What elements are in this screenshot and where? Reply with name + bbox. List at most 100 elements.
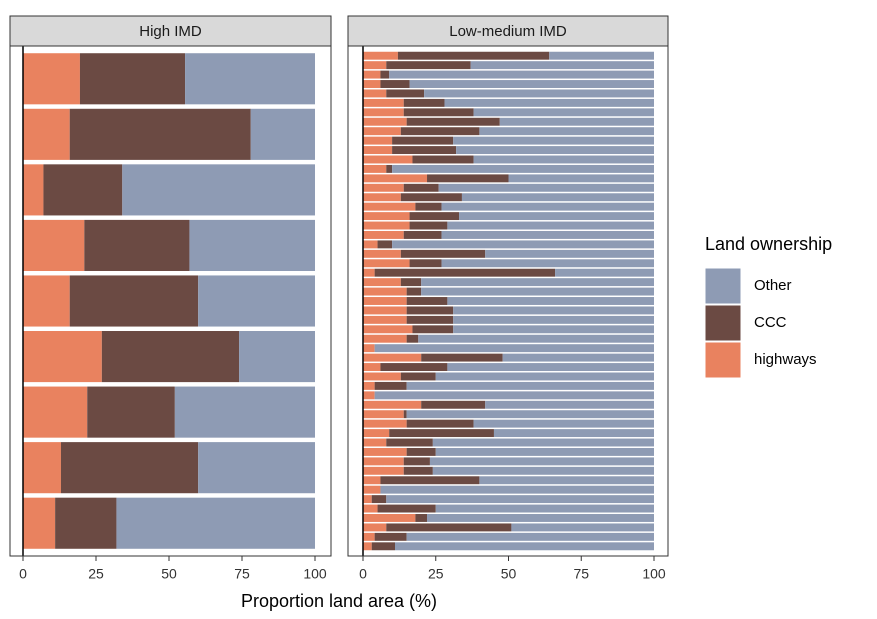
bar-segment — [363, 391, 375, 400]
bar-segment — [549, 51, 654, 60]
bar-segment — [421, 278, 654, 287]
bar-segment — [79, 53, 186, 105]
legend-title: Land ownership — [705, 234, 832, 254]
bar-segment — [473, 155, 654, 164]
bar-segment — [55, 497, 117, 549]
bar-segment — [374, 532, 407, 541]
bar-segment — [493, 429, 654, 438]
bar-segment — [363, 400, 422, 409]
bar-segment — [23, 442, 61, 494]
bar-segment — [453, 325, 654, 334]
bar-segment — [412, 325, 454, 334]
bar-segment — [406, 315, 454, 324]
bar-segment — [363, 410, 404, 419]
bar-segment — [386, 495, 654, 504]
bar-segment — [421, 400, 486, 409]
bar-segment — [363, 306, 407, 315]
bar-segment — [435, 372, 654, 381]
bar-segment — [363, 457, 404, 466]
legend-label: Other — [754, 277, 792, 294]
bar-segment — [363, 542, 372, 551]
strip-title: Low-medium IMD — [449, 23, 567, 40]
bar-segment — [371, 542, 396, 551]
bar-segment — [380, 485, 654, 494]
bar-segment — [377, 240, 393, 249]
bar-segment — [84, 219, 190, 271]
bar-segment — [43, 164, 123, 216]
bar-segment — [374, 344, 654, 353]
bar-segment — [363, 136, 393, 145]
bar-segment — [363, 372, 401, 381]
bar-segment — [23, 53, 80, 105]
bar-segment — [435, 504, 654, 513]
bar-segment — [363, 532, 375, 541]
bar-segment — [363, 249, 401, 258]
bar-segment — [479, 127, 654, 136]
bar-segment — [363, 230, 404, 239]
bar-segment — [363, 381, 375, 390]
bar-segment — [403, 466, 433, 475]
bar-segment — [363, 485, 381, 494]
bar-segment — [23, 386, 88, 438]
x-tick-label: 50 — [501, 566, 517, 582]
bar-segment — [363, 108, 404, 117]
bar-segment — [409, 212, 460, 221]
bar-segment — [122, 164, 315, 216]
x-tick-label: 0 — [19, 566, 27, 582]
bar-segment — [363, 353, 422, 362]
bar-segment — [380, 80, 410, 88]
bar-segment — [415, 514, 428, 522]
bar-segment — [363, 155, 413, 164]
bar-segment — [87, 386, 175, 438]
bar-segment — [250, 108, 315, 160]
bar-segment — [363, 334, 407, 343]
bar-segment — [363, 325, 413, 334]
bar-segment — [363, 429, 390, 438]
bar-segment — [409, 259, 442, 268]
bar-segment — [363, 193, 401, 202]
bar-segment — [363, 495, 372, 504]
bar-segment — [185, 53, 315, 105]
bar-segment — [459, 212, 654, 221]
bar-segment — [456, 146, 654, 155]
x-axis-title: Proportion land area (%) — [241, 591, 437, 611]
bar-segment — [389, 429, 494, 438]
bar-segment — [429, 457, 654, 466]
bar-segment — [438, 183, 654, 192]
bar-segment — [444, 98, 654, 107]
bar-segment — [374, 268, 556, 277]
bar-segment — [485, 249, 654, 258]
bar-segment — [403, 108, 474, 117]
bar-segment — [363, 447, 407, 456]
strip — [347, 15, 669, 47]
bar-segment — [427, 514, 654, 522]
bar-segment — [403, 98, 445, 107]
bar-segment — [363, 117, 407, 126]
bar-segment — [406, 447, 436, 456]
bar-segment — [400, 278, 422, 287]
bar-segment — [380, 70, 390, 79]
bar-segment — [424, 89, 654, 98]
bar-segment — [363, 287, 407, 296]
bar-segment — [363, 344, 375, 353]
bar-segment — [198, 275, 315, 327]
bar-segment — [421, 353, 503, 362]
bar-segment — [389, 70, 654, 79]
bar-segment — [427, 174, 509, 183]
bar-segment — [363, 80, 381, 88]
bar-segment — [406, 419, 474, 428]
bar-segment — [406, 117, 500, 126]
bar-segment — [363, 259, 410, 268]
bar-segment — [403, 183, 439, 192]
panel-border — [347, 45, 669, 557]
bar-segment — [453, 136, 654, 145]
bar-segment — [377, 504, 436, 513]
bar-segment — [371, 495, 387, 504]
x-tick-label: 100 — [303, 566, 327, 582]
bar-segment — [363, 127, 401, 136]
strip-title: High IMD — [139, 23, 202, 40]
bar-segment — [470, 61, 654, 70]
bar-segment — [386, 89, 425, 98]
bar-segment — [363, 70, 381, 79]
bar-segment — [453, 315, 654, 324]
